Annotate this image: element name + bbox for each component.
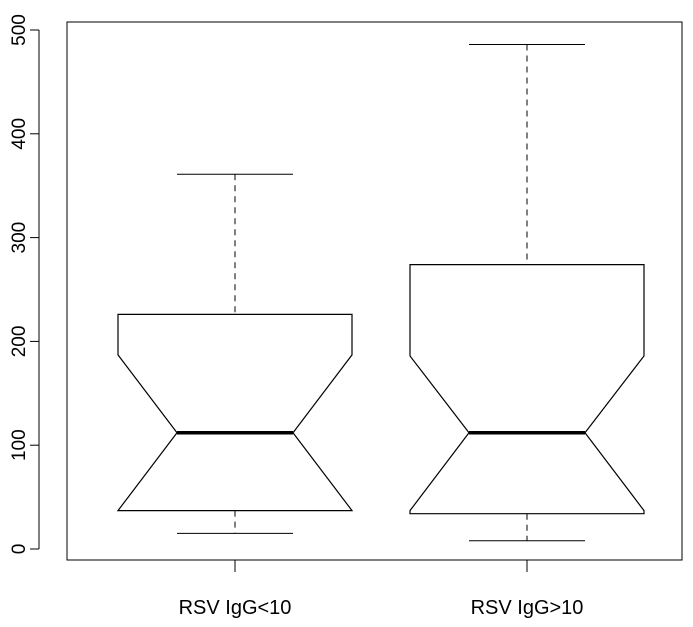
plot-frame [66,21,683,561]
x-axis: RSV IgG<10 RSV IgG>10 [179,560,584,619]
boxes-group [116,44,645,542]
box-1 [116,173,354,534]
y-tick-label: 400 [9,118,30,150]
notched-box [409,263,645,515]
y-tick-label: 100 [9,429,30,461]
y-tick-label: 200 [9,326,30,358]
y-tick-label: 0 [9,544,30,555]
notched-box [116,313,354,512]
x-category-label: RSV IgG<10 [179,597,292,619]
y-axis: 0 100 200 300 400 500 [9,14,40,555]
y-tick-label: 300 [9,222,30,254]
x-category-label: RSV IgG>10 [471,597,584,619]
y-tick-label: 500 [9,14,30,46]
box-2 [409,44,645,542]
